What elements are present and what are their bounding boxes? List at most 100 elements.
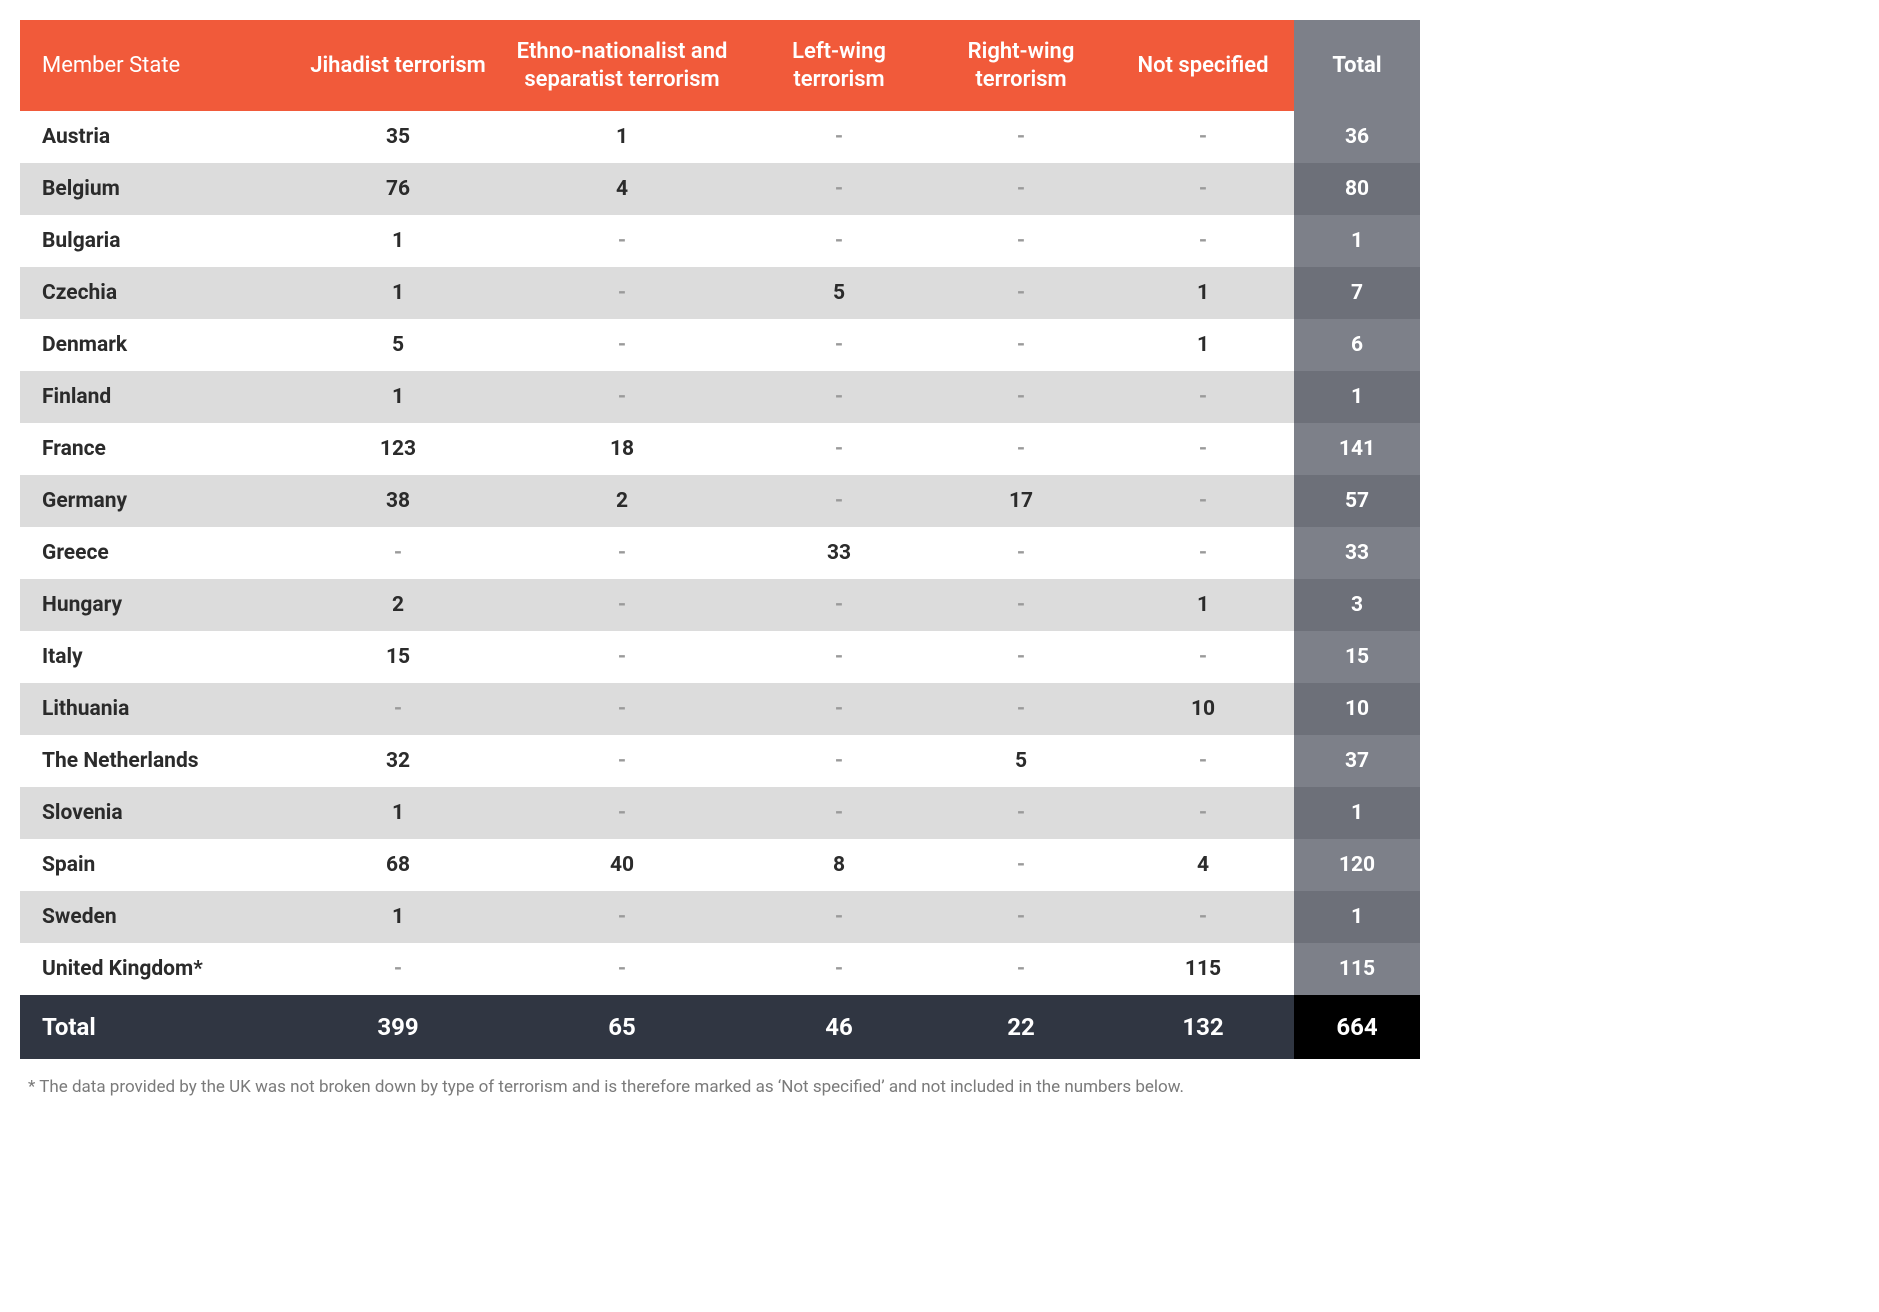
state-cell: Belgium [20,163,300,215]
data-cell: - [930,371,1112,423]
table-row: Hungary2---13 [20,579,1420,631]
data-cell: - [1112,371,1294,423]
data-cell: - [300,683,496,735]
row-total-cell: 10 [1294,683,1420,735]
state-cell: France [20,423,300,475]
state-cell: United Kingdom* [20,943,300,995]
state-cell: Slovenia [20,787,300,839]
data-cell: 10 [1112,683,1294,735]
data-cell: - [930,839,1112,891]
row-total-cell: 36 [1294,111,1420,163]
row-total-cell: 7 [1294,267,1420,319]
row-total-cell: 3 [1294,579,1420,631]
data-cell: - [496,891,748,943]
data-cell: - [1112,891,1294,943]
row-total-cell: 1 [1294,371,1420,423]
col-header: Ethno-nationalist and separatist terrori… [496,20,748,111]
data-cell: - [1112,475,1294,527]
table-row: Spain68408-4120 [20,839,1420,891]
data-cell: 1 [300,267,496,319]
data-cell: 4 [1112,839,1294,891]
state-cell: Lithuania [20,683,300,735]
table-row: France12318---141 [20,423,1420,475]
data-cell: - [748,215,930,267]
data-cell: - [496,215,748,267]
data-cell: 32 [300,735,496,787]
state-cell: Bulgaria [20,215,300,267]
col-header: Right-wing terrorism [930,20,1112,111]
terrorism-table: Member StateJihadist terrorismEthno-nati… [20,20,1420,1059]
data-cell: - [1112,163,1294,215]
data-cell: 1 [300,891,496,943]
data-cell: - [748,163,930,215]
data-cell: - [930,579,1112,631]
data-cell: - [930,319,1112,371]
data-cell: 15 [300,631,496,683]
data-cell: 1 [1112,579,1294,631]
data-cell: - [930,527,1112,579]
col-header-state: Member State [20,20,300,111]
data-cell: - [496,787,748,839]
table-row: Austria351---36 [20,111,1420,163]
data-cell: - [930,891,1112,943]
row-total-cell: 1 [1294,215,1420,267]
data-cell: - [1112,787,1294,839]
data-cell: 2 [496,475,748,527]
state-cell: Austria [20,111,300,163]
data-cell: 4 [496,163,748,215]
data-cell: 17 [930,475,1112,527]
data-cell: 5 [930,735,1112,787]
data-cell: - [930,943,1112,995]
footnote: * The data provided by the UK was not br… [20,1059,1420,1097]
data-cell: - [1112,215,1294,267]
data-cell: 40 [496,839,748,891]
state-cell: Italy [20,631,300,683]
header-row: Member StateJihadist terrorismEthno-nati… [20,20,1420,111]
data-cell: 5 [300,319,496,371]
data-cell: - [496,527,748,579]
row-total-cell: 57 [1294,475,1420,527]
data-cell: - [748,423,930,475]
data-cell: 35 [300,111,496,163]
totals-cell: 132 [1112,995,1294,1059]
data-cell: 76 [300,163,496,215]
table-row: Denmark5---16 [20,319,1420,371]
totals-cell: 399 [300,995,496,1059]
data-cell: - [748,371,930,423]
state-cell: Sweden [20,891,300,943]
data-cell: - [1112,111,1294,163]
data-cell: - [748,787,930,839]
table-row: Belgium764---80 [20,163,1420,215]
data-cell: 1 [300,787,496,839]
data-cell: - [748,111,930,163]
col-header: Left-wing terrorism [748,20,930,111]
data-cell: - [496,371,748,423]
data-cell: - [748,735,930,787]
data-cell: 18 [496,423,748,475]
data-cell: - [748,631,930,683]
data-cell: 1 [1112,267,1294,319]
data-cell: 1 [496,111,748,163]
data-cell: 1 [300,215,496,267]
row-total-cell: 1 [1294,787,1420,839]
state-cell: Germany [20,475,300,527]
data-cell: - [300,527,496,579]
totals-label: Total [20,995,300,1059]
data-cell: - [496,631,748,683]
data-cell: - [748,943,930,995]
totals-row: Total399654622132664 [20,995,1420,1059]
table-row: Bulgaria1----1 [20,215,1420,267]
data-cell: - [496,943,748,995]
col-header: Not specified [1112,20,1294,111]
data-cell: - [930,163,1112,215]
data-cell: - [496,683,748,735]
data-cell: - [930,683,1112,735]
table-row: The Netherlands32--5-37 [20,735,1420,787]
row-total-cell: 1 [1294,891,1420,943]
data-cell: 123 [300,423,496,475]
data-cell: 1 [300,371,496,423]
state-cell: Hungary [20,579,300,631]
state-cell: Denmark [20,319,300,371]
totals-cell: 46 [748,995,930,1059]
data-cell: 2 [300,579,496,631]
